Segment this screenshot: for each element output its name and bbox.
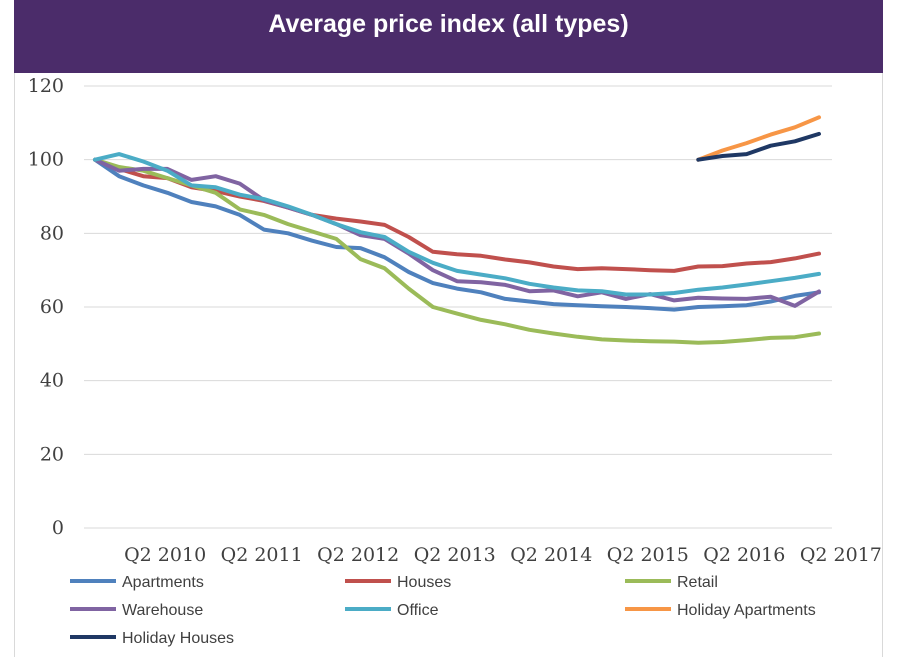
x-tick-label: Q2 2016	[703, 544, 785, 566]
x-tick-label: Q2 2011	[221, 544, 303, 566]
legend-label-houses: Houses	[397, 574, 451, 591]
series-line-retail	[93, 157, 821, 345]
series-line-office	[93, 152, 821, 297]
legend-label-holiday-houses: Holiday Houses	[122, 630, 234, 647]
y-tick-label: 120	[28, 75, 64, 97]
legend-label-apartments: Apartments	[122, 574, 204, 591]
y-tick-label: 40	[40, 370, 64, 392]
y-axis: 0 20 40 60 80 100 120	[28, 75, 64, 539]
chart-frame	[14, 0, 883, 657]
series-line-holiday-apartments	[696, 115, 821, 162]
y-tick-label: 0	[52, 517, 64, 539]
y-tick-label: 80	[40, 222, 64, 244]
series-line-holiday-houses	[696, 131, 821, 162]
title-bar: Average price index (all types)	[14, 0, 883, 73]
x-tick-label: Q2 2010	[124, 544, 206, 566]
legend-label-retail: Retail	[677, 574, 718, 591]
legend-label-holiday-apartments: Holiday Apartments	[677, 602, 816, 619]
legend-label-office: Office	[397, 602, 439, 619]
legend: Apartments Houses Retail Warehouse Office Hol…	[70, 574, 816, 647]
x-tick-label: Q2 2017	[800, 544, 882, 566]
x-axis: Q2 2010 Q2 2011 Q2 2012 Q2 2013 Q2 2014 Q2 20…	[124, 544, 882, 566]
x-tick-label: Q2 2015	[607, 544, 689, 566]
series-line-warehouse	[93, 157, 821, 308]
chart-title: Average price index (all types)	[268, 10, 629, 38]
x-tick-label: Q2 2014	[510, 544, 592, 566]
y-tick-label: 20	[40, 443, 64, 465]
series-lines	[93, 115, 821, 345]
y-tick-label: 60	[40, 296, 64, 318]
legend-label-warehouse: Warehouse	[122, 602, 203, 619]
series-line-apartments	[93, 157, 821, 312]
x-tick-label: Q2 2012	[317, 544, 399, 566]
x-tick-label: Q2 2013	[414, 544, 496, 566]
y-tick-label: 100	[28, 149, 64, 171]
